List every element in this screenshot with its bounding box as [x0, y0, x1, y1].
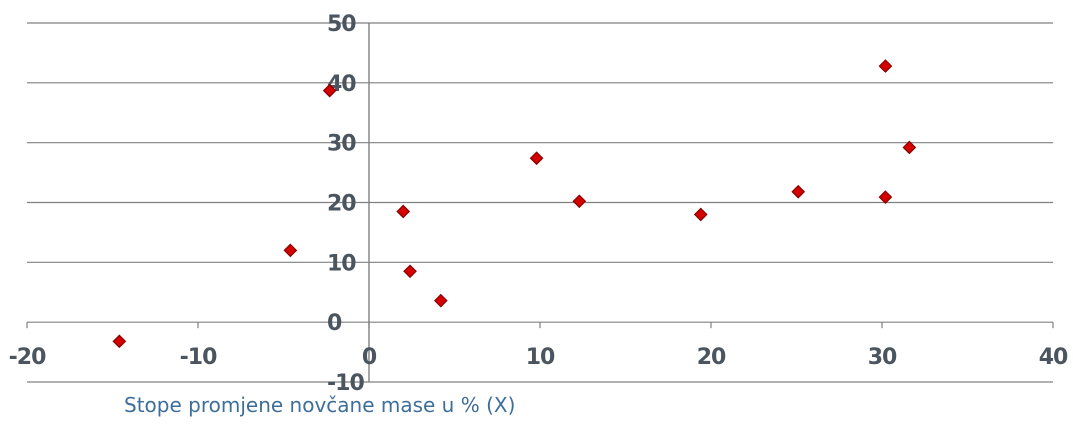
data-point: [878, 190, 893, 204]
x-tick-labels: -20 -10 0 10 20 30 40: [9, 345, 1069, 370]
data-point: [529, 151, 544, 166]
y-tick-label: 20: [327, 192, 356, 217]
data-point: [112, 334, 127, 349]
data-point: [878, 59, 893, 73]
x-tick-label: -20: [9, 345, 46, 370]
data-point: [572, 194, 587, 209]
x-axis-label: Stope promjene novčane mase u % (X): [124, 393, 516, 417]
x-tick-label: -10: [180, 345, 217, 370]
x-tick-label: 20: [697, 345, 726, 370]
y-tick-label: 0: [327, 311, 342, 336]
data-point: [433, 293, 448, 308]
y-tick-label: 10: [327, 251, 356, 276]
data-point: [283, 243, 298, 258]
y-tick-label: -10: [327, 371, 364, 396]
x-tick-label: 10: [526, 345, 555, 370]
data-point: [791, 184, 806, 199]
data-point: [396, 204, 411, 219]
data-point: [322, 83, 337, 98]
x-tick-label: 40: [1039, 345, 1068, 370]
y-tick-label: 50: [327, 12, 356, 37]
y-tick-label: 30: [327, 132, 356, 157]
data-point: [902, 140, 917, 155]
x-tick-label: 30: [868, 345, 897, 370]
data-point: [403, 264, 417, 279]
data-point: [693, 207, 708, 222]
axes: [26, 23, 1054, 382]
x-tick-label: 0: [362, 345, 377, 370]
data-points: [112, 59, 917, 349]
